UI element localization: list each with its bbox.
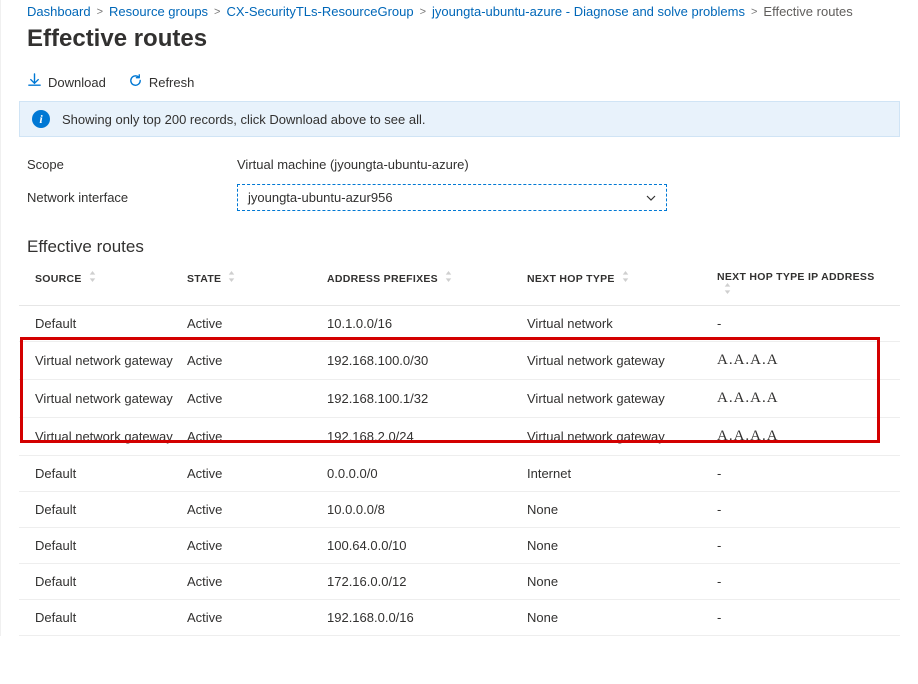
cell-source: Virtual network gateway [27,391,187,406]
info-icon: i [32,110,50,128]
cell-state: Active [187,610,327,625]
cell-next-type: None [527,502,717,517]
cell-source: Virtual network gateway [27,429,187,444]
cell-source: Default [27,316,187,331]
cell-state: Active [187,429,327,444]
download-button[interactable]: Download [27,73,106,91]
table-row: Virtual network gatewayActive192.168.2.0… [19,418,900,456]
cell-state: Active [187,502,327,517]
cell-next-type: Virtual network gateway [527,429,717,444]
download-label: Download [48,75,106,90]
cell-next-ip: A.A.A.A [717,428,887,445]
breadcrumb: Dashboard > Resource groups > CX-SecurityTLs… [19,0,900,19]
chevron-down-icon [646,192,656,204]
refresh-icon [128,73,143,91]
sort-icon [444,271,454,282]
cell-next-type: None [527,538,717,553]
col-state[interactable]: State [187,271,327,297]
info-message: Showing only top 200 records, click Down… [62,112,426,127]
toolbar: Download Refresh [19,73,900,101]
col-next-ip[interactable]: Next Hop Type IP Address [717,271,887,297]
sort-icon [88,271,98,282]
sort-icon [621,271,631,282]
nic-label: Network interface [27,190,237,205]
cell-next-ip: A.A.A.A [717,352,887,369]
cell-prefix: 172.16.0.0/12 [327,574,527,589]
cell-state: Active [187,538,327,553]
table-row: DefaultActive100.64.0.0/10None- [19,528,900,564]
table-row: DefaultActive0.0.0.0/0Internet- [19,456,900,492]
cell-state: Active [187,574,327,589]
cell-next-type: None [527,610,717,625]
cell-state: Active [187,391,327,406]
breadcrumb-item[interactable]: jyoungta-ubuntu-azure - Diagnose and sol… [432,4,745,19]
scope-value: Virtual machine (jyoungta-ubuntu-azure) [237,157,469,172]
scope-row: Scope Virtual machine (jyoungta-ubuntu-a… [19,151,900,178]
col-source[interactable]: Source [27,271,187,297]
cell-prefix: 10.1.0.0/16 [327,316,527,331]
cell-state: Active [187,353,327,368]
breadcrumb-item[interactable]: Dashboard [27,4,91,19]
nic-value: jyoungta-ubuntu-azur956 [248,190,393,205]
cell-prefix: 192.168.2.0/24 [327,429,527,444]
cell-prefix: 192.168.100.0/30 [327,353,527,368]
scope-label: Scope [27,157,237,172]
breadcrumb-item[interactable]: CX-SecurityTLs-ResourceGroup [226,4,413,19]
sort-icon [227,271,237,282]
cell-source: Default [27,466,187,481]
cell-source: Virtual network gateway [27,353,187,368]
cell-next-type: Internet [527,466,717,481]
cell-next-ip: - [717,316,887,331]
cell-source: Default [27,574,187,589]
table-row: DefaultActive192.168.0.0/16None- [19,600,900,636]
refresh-button[interactable]: Refresh [128,73,195,91]
breadcrumb-sep: > [751,6,757,18]
nic-row: Network interface jyoungta-ubuntu-azur95… [19,178,900,217]
cell-next-type: None [527,574,717,589]
cell-state: Active [187,466,327,481]
cell-next-ip: - [717,538,887,553]
refresh-label: Refresh [149,75,195,90]
cell-next-type: Virtual network [527,316,717,331]
cell-next-ip: - [717,466,887,481]
download-icon [27,73,42,91]
table-row: DefaultActive172.16.0.0/12None- [19,564,900,600]
table-row: Virtual network gatewayActive192.168.100… [19,380,900,418]
cell-next-ip: - [717,502,887,517]
table-row: DefaultActive10.1.0.0/16Virtual network- [19,306,900,342]
cell-next-type: Virtual network gateway [527,353,717,368]
cell-source: Default [27,538,187,553]
breadcrumb-sep: > [97,6,103,18]
table-row: DefaultActive10.0.0.0/8None- [19,492,900,528]
cell-prefix: 192.168.100.1/32 [327,391,527,406]
info-bar: i Showing only top 200 records, click Do… [19,101,900,137]
cell-next-ip: A.A.A.A [717,390,887,407]
sort-icon [723,283,733,294]
cell-next-ip: - [717,610,887,625]
cell-source: Default [27,610,187,625]
cell-prefix: 10.0.0.0/8 [327,502,527,517]
table-header: Source State Address Prefixes Next Hop T… [19,261,900,306]
cell-prefix: 0.0.0.0/0 [327,466,527,481]
cell-prefix: 100.64.0.0/10 [327,538,527,553]
cell-source: Default [27,502,187,517]
breadcrumb-sep: > [420,6,426,18]
cell-prefix: 192.168.0.0/16 [327,610,527,625]
cell-next-ip: - [717,574,887,589]
col-prefix[interactable]: Address Prefixes [327,271,527,297]
col-next-type[interactable]: Next Hop Type [527,271,717,297]
breadcrumb-item[interactable]: Resource groups [109,4,208,19]
page-title: Effective routes [27,25,892,53]
nic-select[interactable]: jyoungta-ubuntu-azur956 [237,184,667,211]
routes-table: Source State Address Prefixes Next Hop T… [19,261,900,636]
cell-state: Active [187,316,327,331]
breadcrumb-sep: > [214,6,220,18]
section-title: Effective routes [27,237,892,257]
cell-next-type: Virtual network gateway [527,391,717,406]
breadcrumb-item: Effective routes [763,4,852,19]
table-row: Virtual network gatewayActive192.168.100… [19,342,900,380]
